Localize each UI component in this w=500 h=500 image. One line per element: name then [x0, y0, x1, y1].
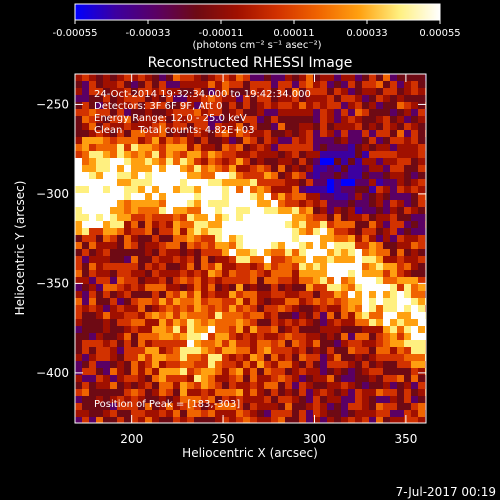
colorbar-units-label: (photons cm⁻² s⁻¹ asec⁻²) — [192, 40, 321, 51]
colorbar-tick-label: -0.00033 — [126, 28, 171, 39]
x-tick-label: 200 — [120, 432, 143, 446]
x-tick-label: 250 — [212, 432, 235, 446]
annotation-energy-range: Energy Range: 12.0 - 25.0 keV — [94, 113, 247, 124]
y-tick-label: −400 — [36, 366, 69, 380]
colorbar-tick-label: -0.00055 — [53, 28, 98, 39]
y-tick-label: −250 — [36, 97, 69, 111]
colorbar-gradient — [74, 3, 441, 21]
colorbar: -0.00055 -0.00033 -0.00011 0.00011 0.00033 0.… — [53, 3, 461, 51]
annotation-detectors: Detectors: 3F 6F 9F, Att 0 — [94, 101, 222, 112]
annotation-time-range: 24-Oct-2014 19:32:34.000 to 19:42:34.000 — [94, 89, 311, 100]
footer-date: 7-Jul-2017 00:19 — [396, 485, 496, 499]
axes-ticks: 200 250 300 350 −250 −300 −350 −400 — [36, 74, 426, 446]
colorbar-tick-label: -0.00011 — [199, 28, 244, 39]
y-tick-label: −350 — [36, 276, 69, 290]
x-tick-label: 350 — [394, 432, 417, 446]
y-axis-label: Heliocentric Y (arcsec) — [13, 181, 27, 316]
colorbar-tick-label: 0.00011 — [273, 28, 314, 39]
x-tick-label: 300 — [303, 432, 326, 446]
colorbar-tick-label: 0.00033 — [346, 28, 387, 39]
y-tick-label: −300 — [36, 187, 69, 201]
annotations: 24-Oct-2014 19:32:34.000 to 19:42:34.000… — [94, 89, 311, 410]
annotation-clean-counts: Clean Total counts: 4.82E+03 — [94, 125, 254, 136]
plot-area: 200 250 300 350 −250 −300 −350 −400 — [36, 73, 427, 446]
x-axis-label: Heliocentric X (arcsec) — [182, 446, 318, 460]
peak-position-label: Position of Peak = [183,-303] — [94, 399, 240, 410]
colorbar-tick-label: 0.00055 — [419, 28, 460, 39]
plot-frame — [74, 73, 427, 424]
chart-title: Reconstructed RHESSI Image — [148, 55, 353, 71]
heatmap-image — [75, 74, 426, 423]
colorbar-ticks: -0.00055 -0.00033 -0.00011 0.00011 0.00033 0.… — [53, 20, 461, 39]
